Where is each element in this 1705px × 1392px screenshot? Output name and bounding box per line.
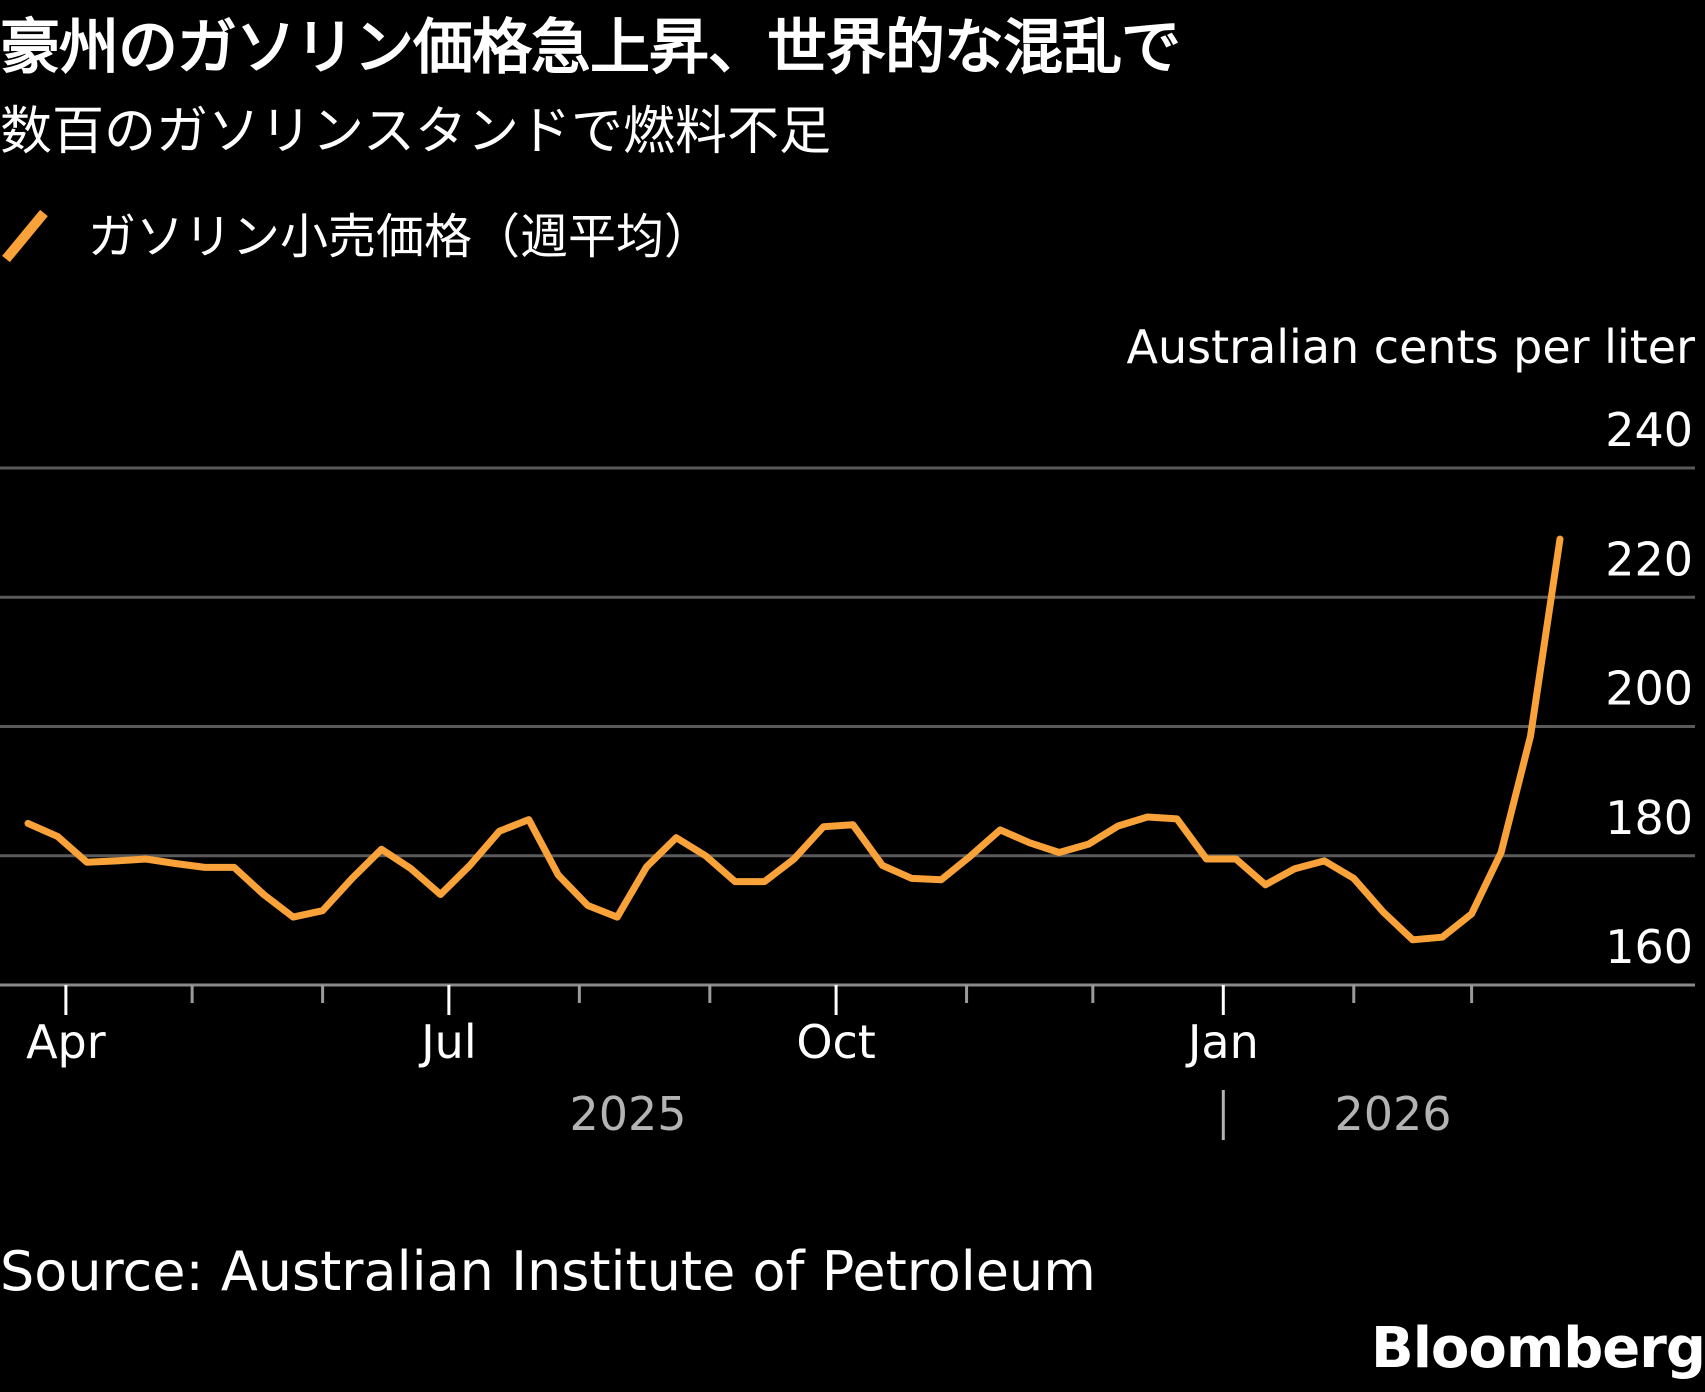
series-line-gasoline-price xyxy=(24,535,1564,944)
x-tick-label: Apr xyxy=(26,1015,106,1069)
x-tick-label: Oct xyxy=(796,1015,876,1069)
chart-title: 豪州のガソリン価格急上昇、世界的な混乱で xyxy=(0,13,1181,83)
y-tick-label: 200 xyxy=(1605,662,1693,716)
year-label-2026: 2026 xyxy=(1334,1087,1451,1141)
chart-subtitle: 数百のガソリンスタンドで燃料不足 xyxy=(0,102,831,162)
x-tick-label: Jul xyxy=(418,1015,477,1069)
legend-label: ガソリン小売価格（週平均） xyxy=(88,209,713,265)
legend: ガソリン小売価格（週平均） xyxy=(0,207,712,267)
y-tick-label: 220 xyxy=(1605,532,1693,586)
bloomberg-logo: Bloomberg xyxy=(1371,1316,1705,1381)
y-tick-label: 180 xyxy=(1605,791,1693,845)
y-axis-unit-label: Australian cents per liter xyxy=(1126,320,1695,374)
x-tick-label: Jan xyxy=(1185,1015,1259,1069)
y-tick-label: 160 xyxy=(1605,920,1693,974)
year-label-2025: 2025 xyxy=(569,1087,686,1141)
source-note: Source: Australian Institute of Petroleu… xyxy=(0,1240,1096,1303)
legend-swatch-line-icon xyxy=(2,209,48,263)
y-tick-label: 240 xyxy=(1605,403,1693,457)
